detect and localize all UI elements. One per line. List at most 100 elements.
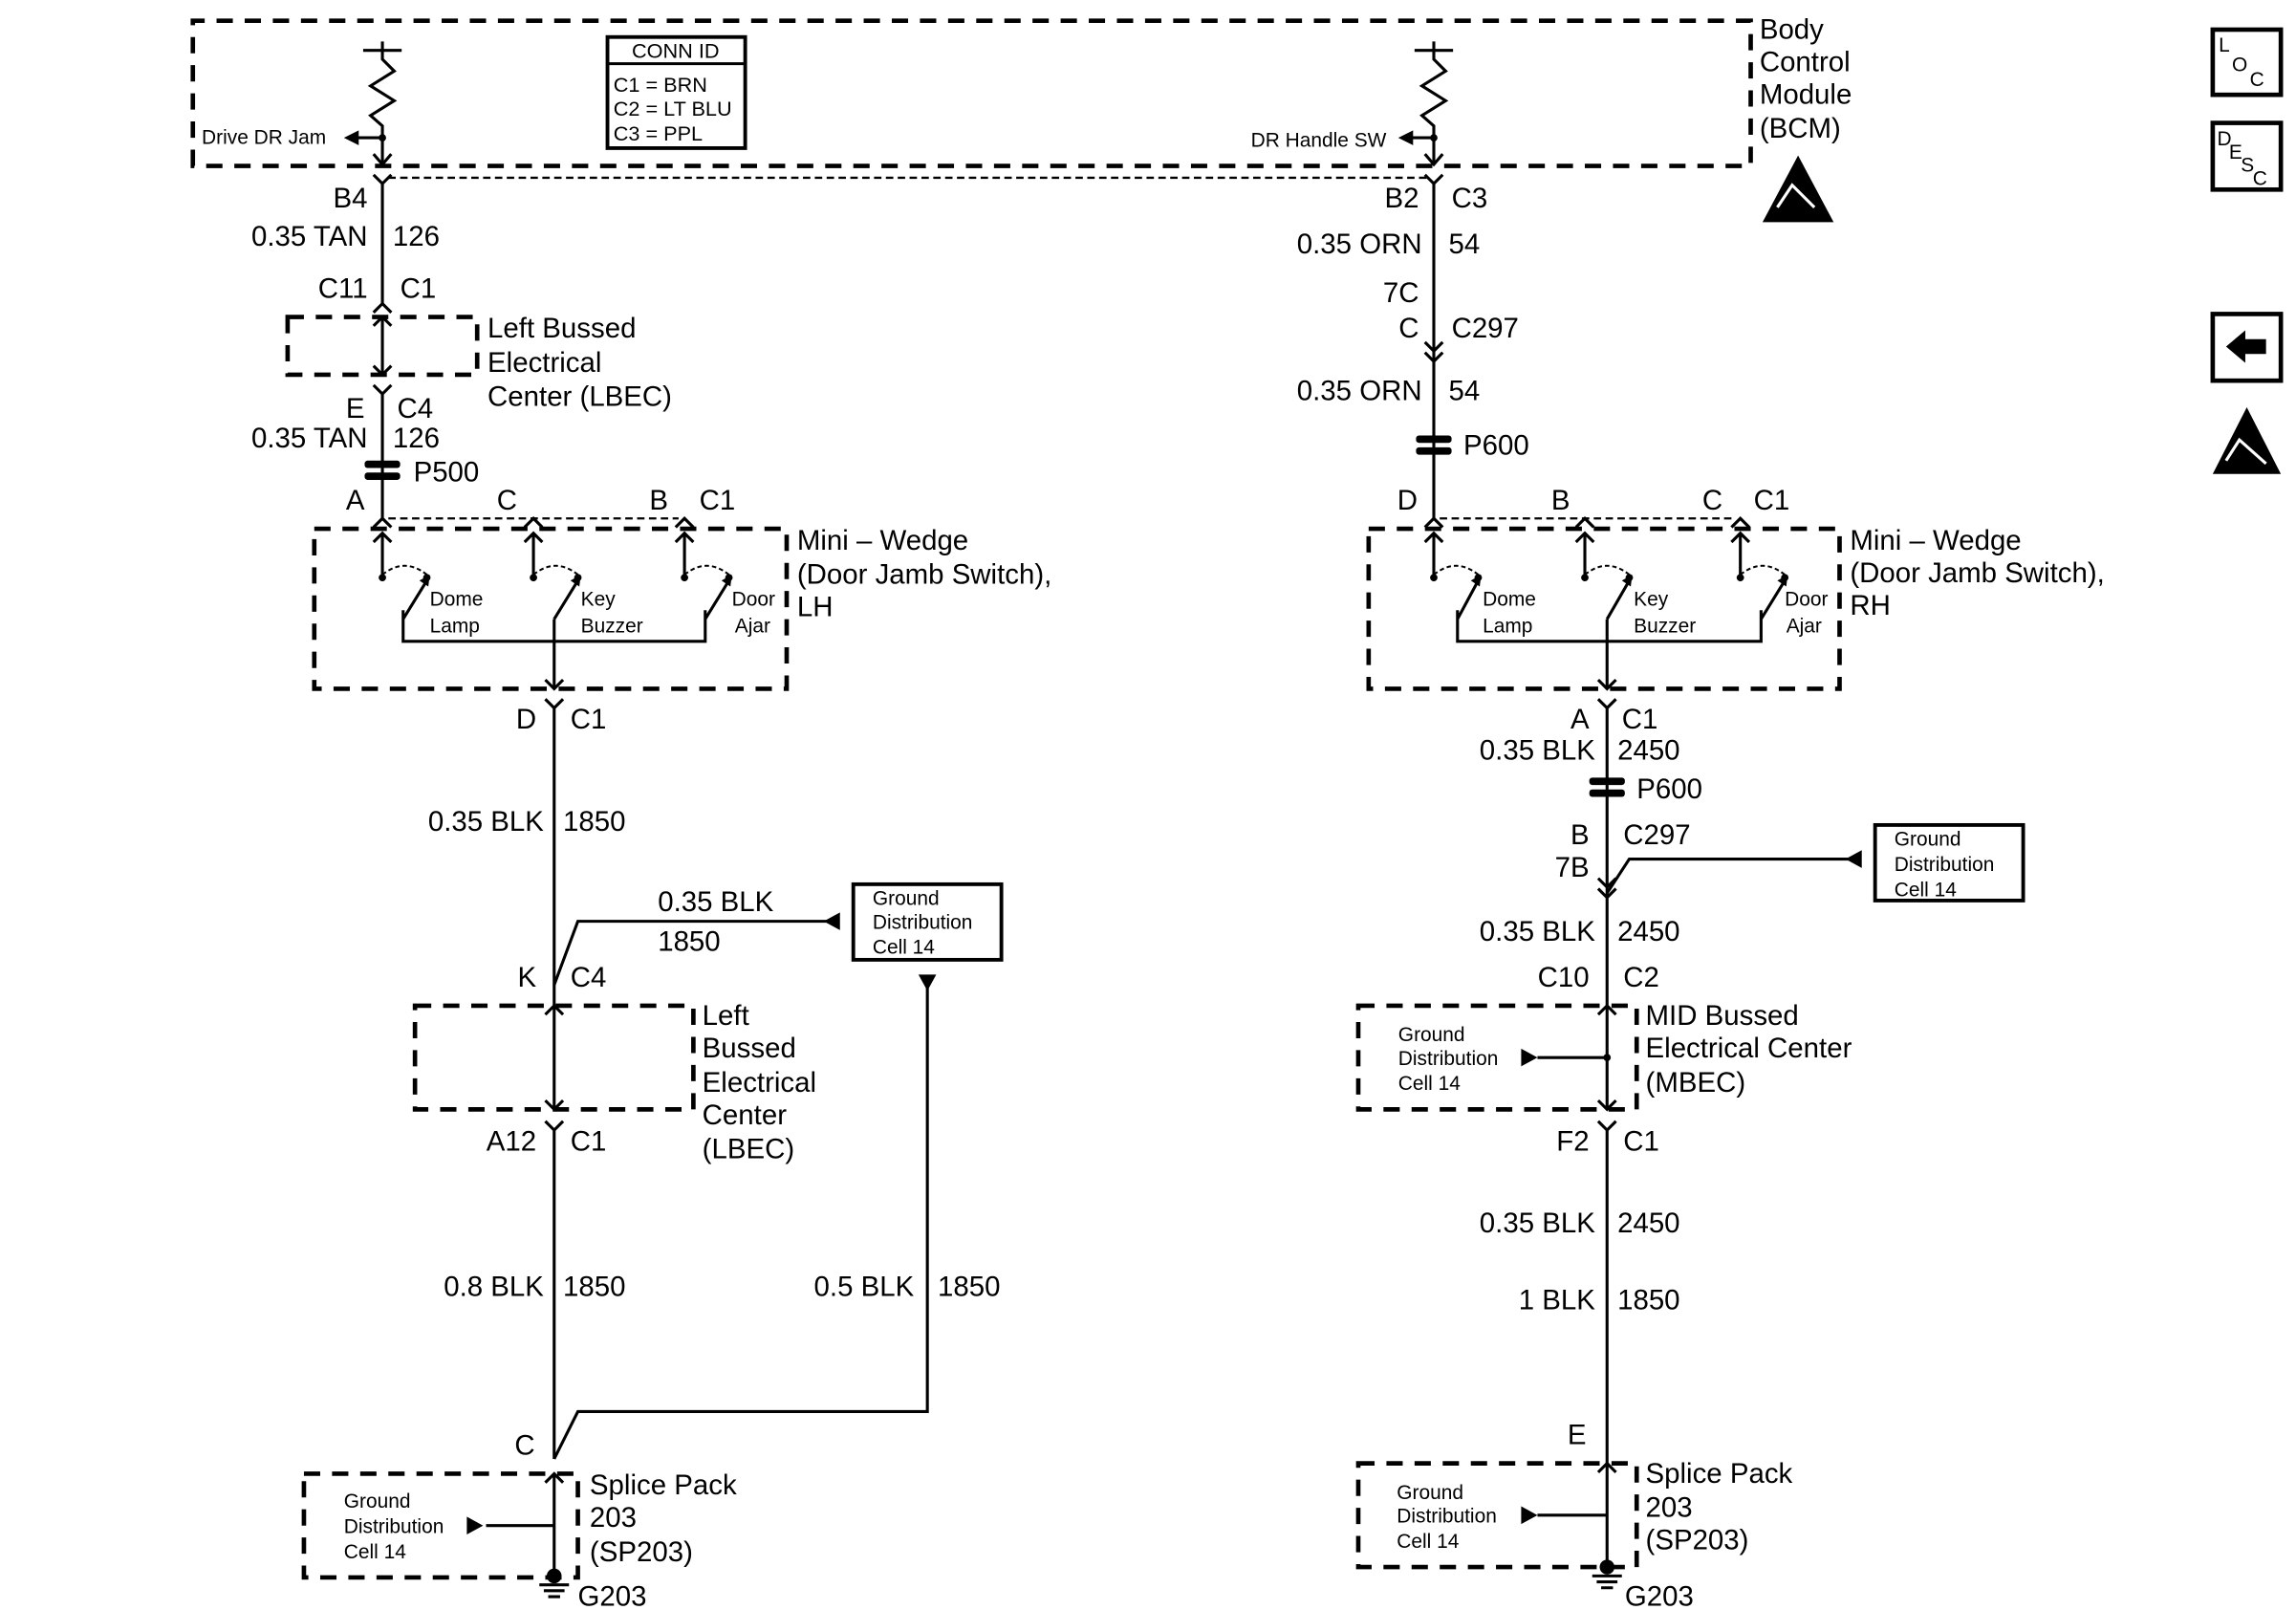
- mini-wedge-label: (Door Jamb Switch),: [1850, 557, 2105, 589]
- circuit-number: 54: [1448, 228, 1480, 260]
- door-jamb-switches-rh: [1423, 531, 1789, 689]
- mini-wedge-label: RH: [1850, 590, 1891, 621]
- pin-label: E: [346, 393, 365, 424]
- pin-label: F2: [1556, 1126, 1589, 1158]
- lbec-box: [285, 315, 480, 378]
- ref-label: Cell 14: [1398, 1073, 1461, 1095]
- ground-label: G203: [1625, 1580, 1694, 1610]
- switch-label-key-buzzer: Buzzer: [581, 616, 643, 638]
- pin-label: E: [1568, 1419, 1587, 1450]
- mbec-label: (MBEC): [1646, 1067, 1746, 1099]
- circuit-number: 1850: [563, 806, 625, 838]
- pin-label: C: [1702, 485, 1722, 516]
- circuit-number: 126: [393, 423, 440, 454]
- pin-label: B4: [334, 183, 368, 214]
- lbec-label: Left Bussed: [487, 313, 636, 344]
- wire-gauge-color: 0.35 BLK: [1480, 1208, 1595, 1239]
- ref-label: Ground: [1398, 1024, 1465, 1046]
- circuit-number: 2450: [1617, 1208, 1679, 1239]
- connector-label: C4: [398, 393, 434, 424]
- bcm-module: Body Control Module (BCM) Drive DR Jam D…: [190, 13, 1852, 168]
- desc-letter: S: [2241, 155, 2254, 177]
- mbec-label: MID Bussed: [1646, 1000, 1799, 1032]
- esd-warning-icon: [1762, 155, 1834, 223]
- wire-gauge-color: 0.35 BLK: [1480, 916, 1595, 947]
- circuit-number: 1850: [1617, 1285, 1679, 1316]
- switch-label-key-buzzer: Key: [581, 589, 617, 611]
- lbec-label: Electrical: [703, 1067, 816, 1099]
- mini-wedge-lh-box: [312, 526, 790, 691]
- circuit-number: 1850: [658, 926, 720, 958]
- loc-icon[interactable]: L O C: [2210, 27, 2284, 98]
- wire-gauge-color: 0.35 BLK: [658, 886, 773, 918]
- circuit-number: 1850: [938, 1272, 1000, 1303]
- desc-icon[interactable]: D E S C: [2210, 120, 2284, 192]
- connector-label: C1: [1623, 1126, 1659, 1158]
- pin-label: 7B: [1555, 852, 1590, 883]
- ref-label: Cell 14: [873, 937, 935, 959]
- pin-label: B: [649, 485, 668, 516]
- ref-label: Distribution: [1895, 854, 1995, 876]
- door-jamb-switches-lh: [372, 531, 733, 689]
- pin-label: D: [1397, 485, 1418, 516]
- lbec-label: Center: [703, 1099, 788, 1131]
- ref-label: Distribution: [1397, 1506, 1497, 1528]
- connector-label: P500: [414, 456, 480, 488]
- pin-label: A: [1570, 704, 1590, 735]
- pullup-resistor-right: DR Handle SW: [1251, 41, 1454, 167]
- ground-distribution-ref-right[interactable]: Ground Distribution Cell 14: [1873, 822, 2025, 903]
- circuit-number: 2450: [1617, 735, 1679, 767]
- connector-label: C1: [700, 485, 736, 516]
- ground-distribution-ref-left[interactable]: Ground Distribution Cell 14: [851, 881, 1004, 962]
- splice-pack-label: Splice Pack: [590, 1469, 737, 1501]
- switch-label-door-ajar: Ajar: [1787, 616, 1822, 638]
- wire-gauge-color: 0.35 TAN: [251, 423, 368, 454]
- switch-label-dome-lamp: Dome: [1483, 589, 1536, 611]
- pin-label: A12: [487, 1126, 536, 1158]
- pass-through-connector-p500: [364, 460, 401, 480]
- ground-symbol-icon: [539, 1568, 570, 1599]
- lbec-box-2: [412, 1003, 696, 1112]
- connector-label: C3: [1452, 183, 1488, 214]
- connector-label: P600: [1636, 773, 1702, 805]
- ref-label: Cell 14: [344, 1541, 406, 1563]
- back-arrow-icon[interactable]: [2210, 312, 2284, 383]
- ref-label: Cell 14: [1895, 879, 1957, 901]
- pin-label: C11: [318, 272, 368, 304]
- esd-warning-icon: [2212, 407, 2282, 474]
- circuit-number: 2450: [1617, 916, 1679, 947]
- splice-pack-label: 203: [590, 1502, 637, 1534]
- circuit-number: 1850: [563, 1272, 625, 1303]
- connector-label: C4: [571, 962, 607, 993]
- switch-label-door-ajar: Ajar: [735, 616, 770, 638]
- loc-letter: O: [2232, 54, 2247, 76]
- pin-label: K: [518, 962, 537, 993]
- mbec-box: [1355, 1003, 1639, 1112]
- pin-label: D: [516, 704, 536, 735]
- right-circuit: B2 C3 0.35 ORN 54 7C C C297 0.35 ORN 54 …: [1297, 173, 2105, 1610]
- loc-letter: C: [2250, 69, 2264, 91]
- ref-label: Distribution: [344, 1515, 444, 1537]
- pin-label: C: [497, 485, 517, 516]
- dr-handle-sw-label: DR Handle SW: [1251, 129, 1387, 151]
- mini-wedge-label: LH: [797, 591, 834, 622]
- connector-label: P600: [1463, 430, 1529, 462]
- pin-label: B: [1551, 485, 1570, 516]
- ref-label: Cell 14: [1397, 1531, 1459, 1553]
- wire-gauge-color: 1 BLK: [1519, 1285, 1596, 1316]
- lbec-label: Center (LBEC): [487, 381, 672, 412]
- splice-pack-sp203-box: [301, 1471, 580, 1580]
- switch-label-door-ajar: Door: [1785, 589, 1828, 611]
- ref-label: Ground: [873, 888, 940, 910]
- lbec-label: Electrical: [487, 347, 601, 379]
- mini-wedge-label: Mini – Wedge: [797, 525, 968, 556]
- splice-pack-label: Splice Pack: [1646, 1458, 1793, 1490]
- connector-label: C1: [571, 1126, 607, 1158]
- conn-id-row: C2 = LT BLU: [614, 97, 732, 120]
- connector-label: C1: [1622, 704, 1658, 735]
- wire-gauge-color: 0.35 ORN: [1297, 375, 1422, 406]
- splice-pack-label: (SP203): [1646, 1524, 1749, 1556]
- switch-label-dome-lamp: Dome: [430, 589, 484, 611]
- pin-label: B: [1570, 819, 1590, 851]
